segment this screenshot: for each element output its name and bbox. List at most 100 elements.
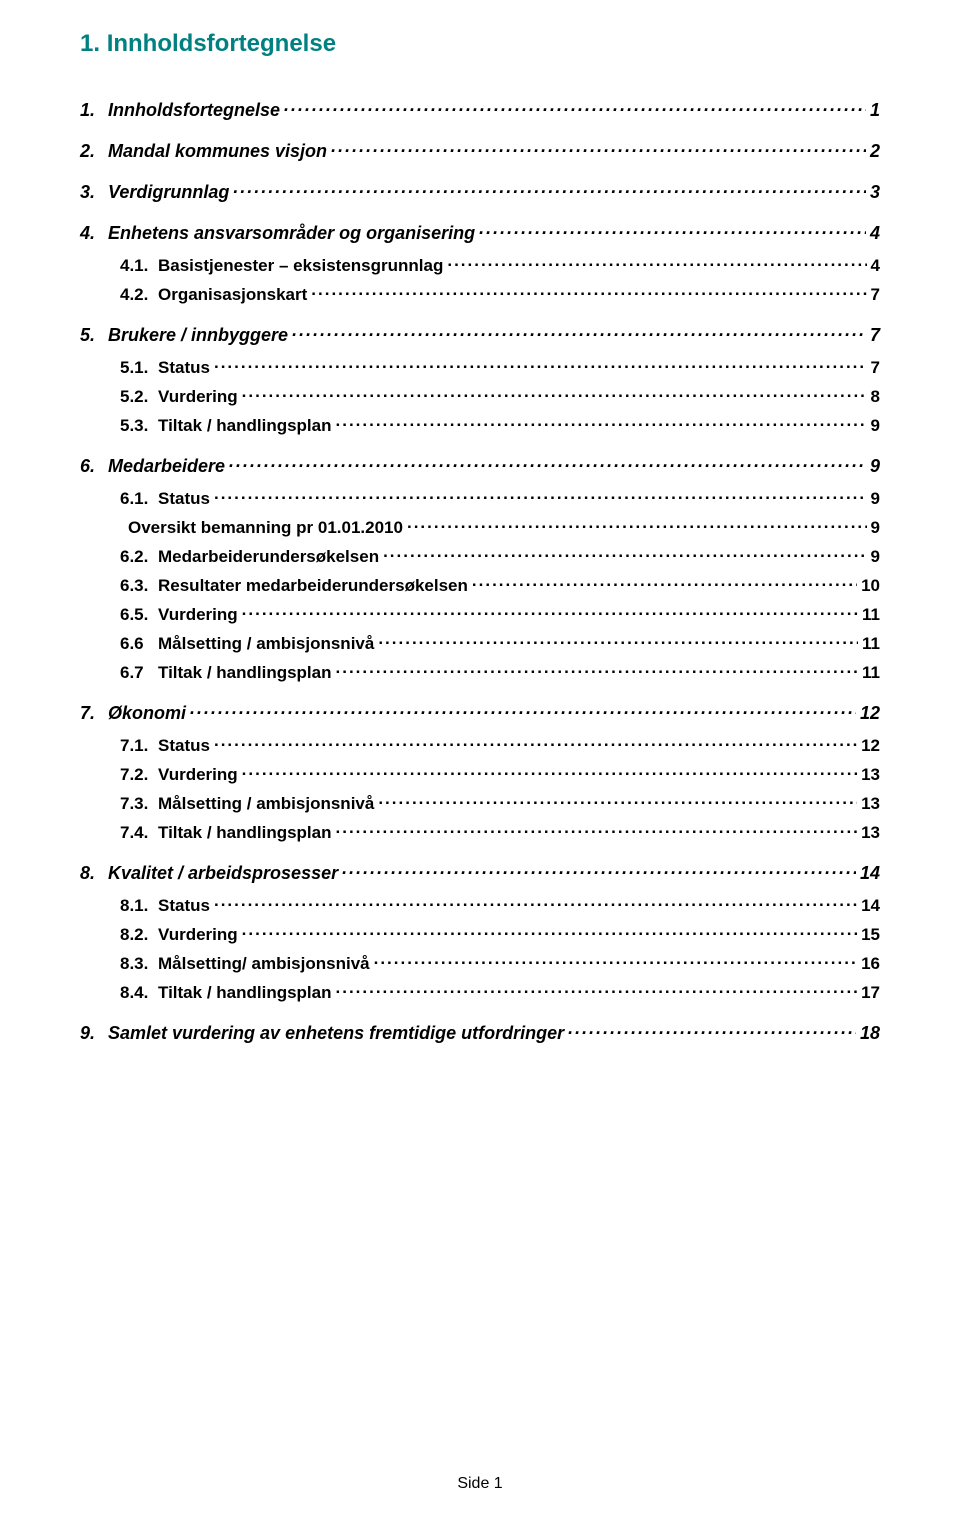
table-of-contents: 1.Innholdsfortegnelse12.Mandal kommunes … [80, 98, 880, 1044]
toc-page: 9 [867, 547, 880, 567]
toc-leader-dots [383, 545, 866, 562]
toc-page: 18 [856, 1023, 880, 1044]
toc-number: 6.3. [120, 576, 158, 596]
toc-row: 6.6Målsetting / ambisjonsnivå11 [80, 632, 880, 654]
toc-leader-dots [292, 323, 866, 341]
toc-label: Økonomi [108, 703, 190, 724]
page-heading: 1. Innholdsfortegnelse [80, 30, 880, 58]
toc-label: Status [158, 896, 214, 916]
toc-row: 7.2.Vurdering13 [80, 763, 880, 785]
toc-label: Brukere / innbyggere [108, 325, 292, 346]
toc-page: 14 [857, 896, 880, 916]
toc-leader-dots [311, 283, 866, 300]
toc-label: Målsetting / ambisjonsnivå [158, 794, 378, 814]
toc-page: 4 [866, 223, 880, 244]
toc-label: Oversikt bemanning pr 01.01.2010 [128, 518, 407, 538]
toc-number: 6. [80, 456, 108, 477]
toc-leader-dots [242, 385, 867, 402]
toc-number: 5.3. [120, 416, 158, 436]
toc-label: Innholdsfortegnelse [108, 100, 284, 121]
toc-leader-dots [242, 763, 857, 780]
toc-leader-dots [336, 661, 859, 678]
toc-page: 9 [867, 416, 880, 436]
toc-number: 4. [80, 223, 108, 244]
toc-label: Vurdering [158, 765, 242, 785]
toc-label: Vurdering [158, 605, 242, 625]
toc-page: 9 [867, 489, 880, 509]
toc-leader-dots [331, 139, 866, 157]
heading-number: 1. [80, 30, 100, 57]
toc-label: Resultater medarbeiderundersøkelsen [158, 576, 472, 596]
toc-row: 8.1.Status 14 [80, 894, 880, 916]
toc-number: 9. [80, 1023, 108, 1044]
toc-row: 8.3.Målsetting/ ambisjonsnivå16 [80, 952, 880, 974]
toc-number: 8.3. [120, 954, 158, 974]
toc-label: Samlet vurdering av enhetens fremtidige … [108, 1023, 568, 1044]
toc-number: 4.1. [120, 256, 158, 276]
toc-page: 13 [857, 823, 880, 843]
toc-number: 2. [80, 141, 108, 162]
toc-number: 6.7 [120, 663, 158, 683]
toc-page: 7 [866, 325, 880, 346]
toc-row: 9.Samlet vurdering av enhetens fremtidig… [80, 1021, 880, 1044]
toc-row: 3.Verdigrunnlag3 [80, 180, 880, 203]
toc-row: 6.5.Vurdering11 [80, 603, 880, 625]
toc-leader-dots [378, 792, 857, 809]
toc-row: 4.1.Basistjenester – eksistensgrunnlag4 [80, 254, 880, 276]
toc-row: 6.3.Resultater medarbeiderundersøkelsen 1… [80, 574, 880, 596]
page-footer: Side 1 [0, 1475, 960, 1493]
toc-leader-dots [378, 632, 858, 649]
toc-number: 8.2. [120, 925, 158, 945]
toc-number: 8.4. [120, 983, 158, 1003]
toc-label: Status [158, 489, 214, 509]
toc-page: 1 [866, 100, 880, 121]
toc-leader-dots [336, 414, 867, 431]
toc-row: 6.2.Medarbeiderundersøkelsen 9 [80, 545, 880, 567]
toc-label: Vurdering [158, 387, 242, 407]
toc-row: 7.Økonomi 12 [80, 701, 880, 724]
toc-label: Kvalitet / arbeidsprosesser [108, 863, 342, 884]
toc-row: 7.3.Målsetting / ambisjonsnivå13 [80, 792, 880, 814]
toc-row: 7.4.Tiltak / handlingsplan13 [80, 821, 880, 843]
toc-label: Tiltak / handlingsplan [158, 416, 336, 436]
toc-label: Målsetting / ambisjonsnivå [158, 634, 378, 654]
toc-number: 4.2. [120, 285, 158, 305]
toc-page: 9 [866, 456, 880, 477]
toc-label: Tiltak / handlingsplan [158, 663, 336, 683]
toc-label: Vurdering [158, 925, 242, 945]
toc-number: 6.2. [120, 547, 158, 567]
toc-leader-dots [242, 603, 858, 620]
toc-label: Status [158, 358, 214, 378]
toc-number: 7. [80, 703, 108, 724]
toc-page: 7 [867, 358, 880, 378]
toc-label: Medarbeidere [108, 456, 229, 477]
toc-page: 13 [857, 765, 880, 785]
toc-number: 6.1. [120, 489, 158, 509]
toc-page: 12 [856, 703, 880, 724]
toc-leader-dots [233, 180, 866, 198]
toc-page: 10 [857, 576, 880, 596]
toc-leader-dots [374, 952, 857, 969]
toc-leader-dots [407, 516, 867, 533]
toc-leader-dots [284, 98, 866, 116]
toc-row: 8.4.Tiltak / handlingsplan17 [80, 981, 880, 1003]
toc-row: 4.2.Organisasjonskart7 [80, 283, 880, 305]
toc-number: 3. [80, 182, 108, 203]
toc-row: 5.2.Vurdering8 [80, 385, 880, 407]
toc-label: Verdigrunnlag [108, 182, 233, 203]
toc-page: 8 [867, 387, 880, 407]
toc-page: 12 [857, 736, 880, 756]
toc-row: 5.3.Tiltak / handlingsplan 9 [80, 414, 880, 436]
toc-leader-dots [190, 701, 856, 719]
toc-page: 9 [867, 518, 880, 538]
toc-label: Medarbeiderundersøkelsen [158, 547, 383, 567]
toc-label: Basistjenester – eksistensgrunnlag [158, 256, 447, 276]
heading-title: Innholdsfortegnelse [107, 30, 336, 57]
toc-page: 11 [858, 634, 880, 654]
toc-leader-dots [447, 254, 866, 271]
toc-page: 15 [857, 925, 880, 945]
toc-number: 8.1. [120, 896, 158, 916]
toc-row: 6.7Tiltak / handlingsplan11 [80, 661, 880, 683]
toc-leader-dots [342, 861, 856, 879]
toc-page: 11 [858, 605, 880, 625]
